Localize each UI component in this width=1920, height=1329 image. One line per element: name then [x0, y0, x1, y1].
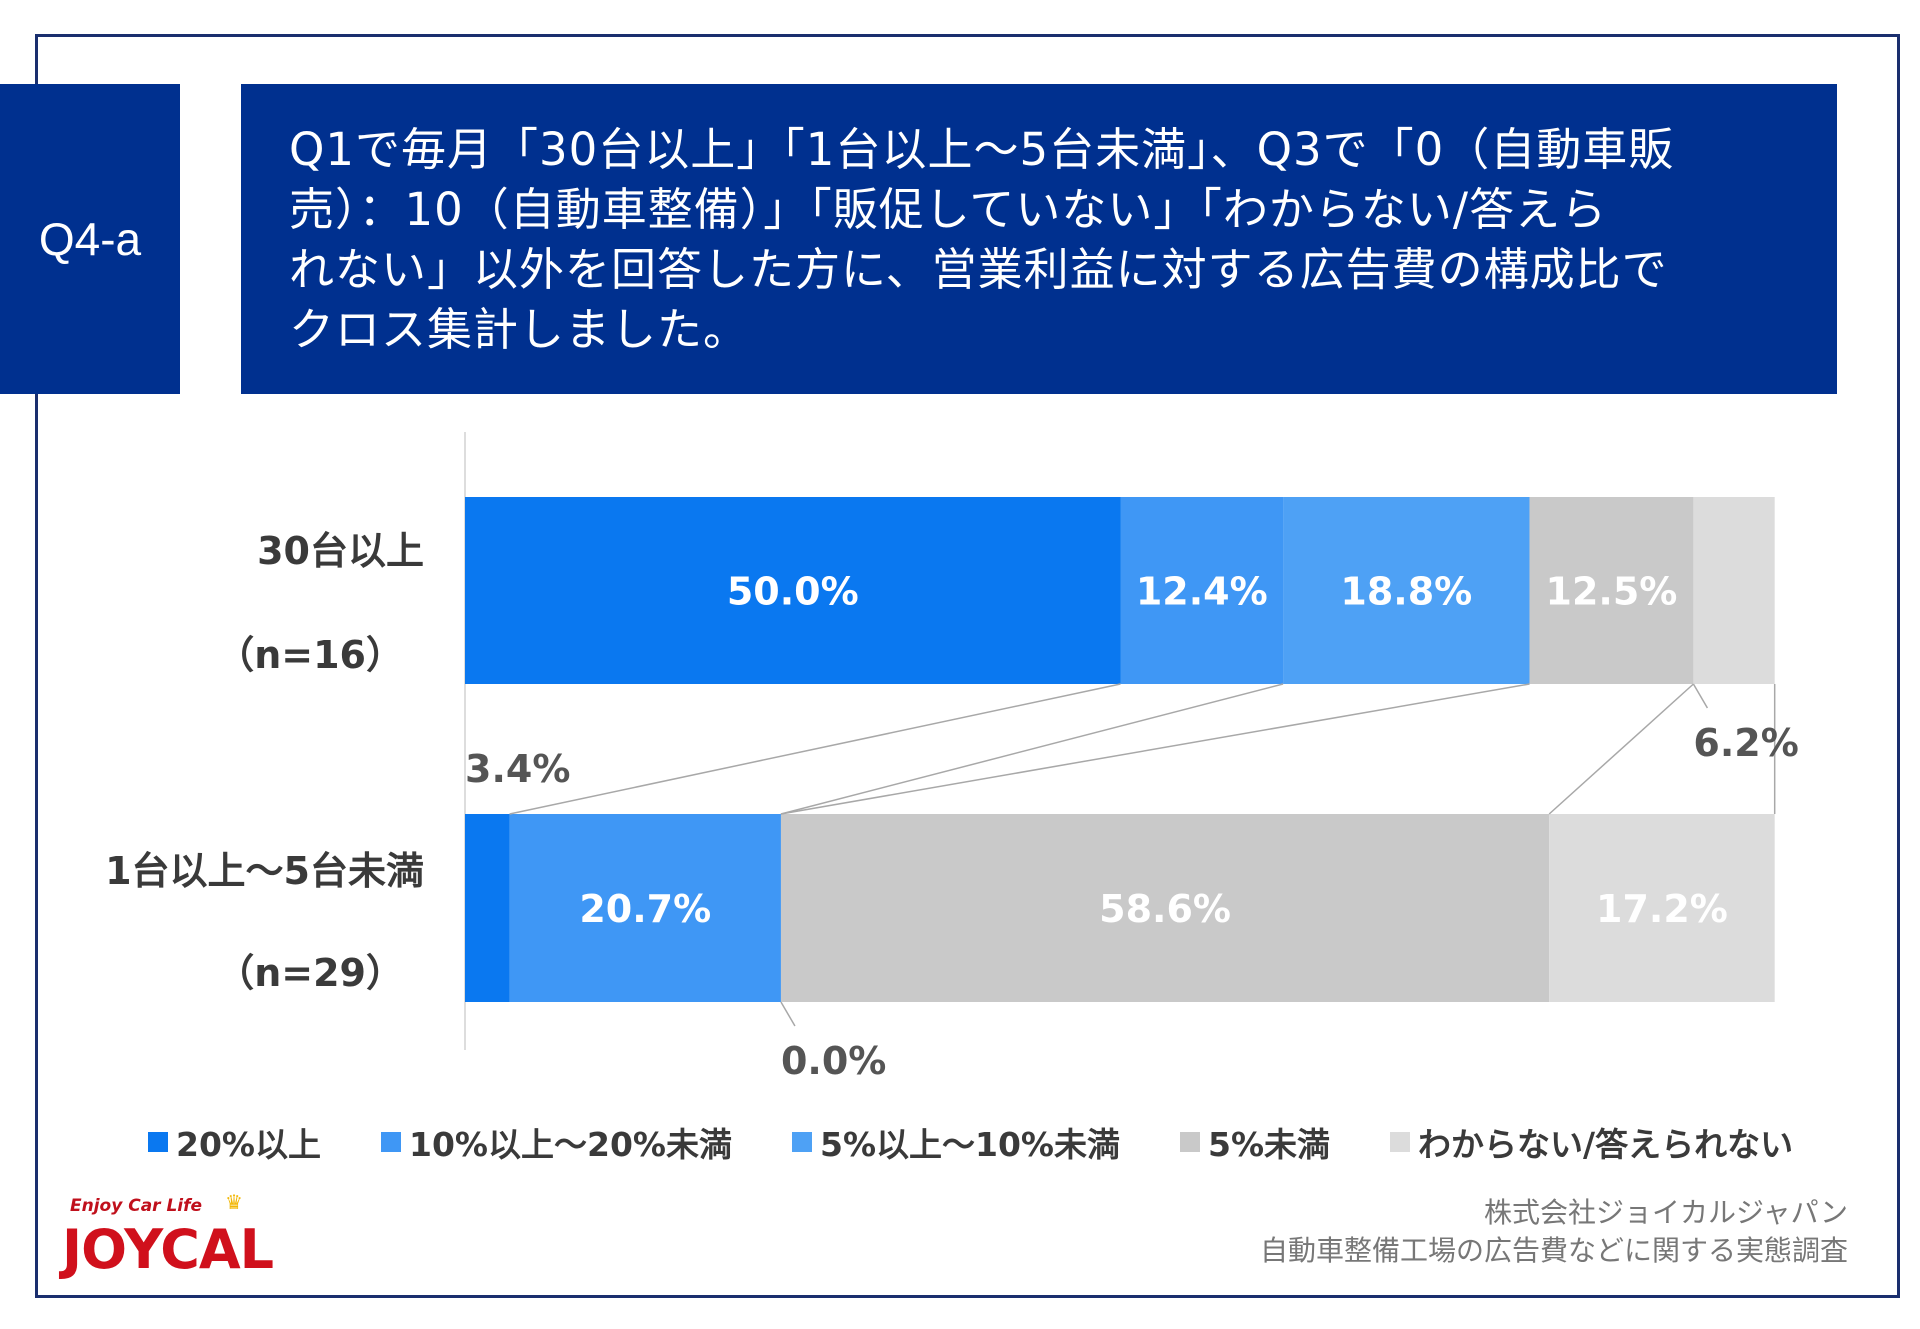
logo-tagline: Enjoy Car Life	[70, 1196, 203, 1216]
bar-segment	[1693, 497, 1775, 684]
bar-segment	[1120, 497, 1284, 684]
question-line: Q1で毎月「30台以上」「1台以上～5台未満」、Q3で「0（自動車販	[289, 123, 1675, 176]
question-line: クロス集計しました。	[289, 303, 750, 356]
legend-swatch	[148, 1132, 168, 1152]
question-line: れない」以外を回答した方に、営業利益に対する広告費の構成比で	[289, 243, 1668, 296]
data-label: 58.6%	[1099, 887, 1231, 931]
data-label: 12.4%	[1136, 570, 1268, 614]
question-line: 売）：10（自動車整備）」「販促していない」「わからない/答えら	[289, 183, 1608, 236]
leader-line	[780, 1001, 796, 1027]
series-connector-line	[780, 683, 1530, 815]
crown-icon: ♛	[225, 1190, 243, 1214]
legend-item: 10%以上～20%未満	[381, 1118, 732, 1166]
category-n-label: （n=29）	[216, 951, 404, 995]
data-label: 18.8%	[1340, 570, 1472, 614]
legend-swatch	[791, 1132, 812, 1152]
leader-line	[1692, 683, 1709, 709]
bar-segment	[465, 814, 510, 1002]
credit: 株式会社ジョイカルジャパン 自動車整備工場の広告費などに関する実態調査	[1260, 1194, 1848, 1270]
legend-swatch	[381, 1132, 401, 1152]
data-label: 50.0%	[727, 570, 859, 614]
bar-segment	[1283, 497, 1530, 684]
logo-name: JOYCAL	[62, 1218, 274, 1281]
legend-swatch	[1390, 1132, 1411, 1152]
category-label: 1台以上～5台未満	[105, 849, 424, 893]
legend-item: 5%以上～10%未満	[791, 1118, 1120, 1166]
outer-frame	[35, 34, 1900, 1298]
bar-segment	[465, 497, 1121, 684]
series-connector-line	[509, 683, 1121, 815]
bar-segment	[509, 814, 781, 1002]
legend-label: 10%以上～20%未満	[409, 1125, 732, 1164]
category-n-label: （n=16）	[216, 633, 404, 677]
legend-label: 5%以上～10%未満	[819, 1125, 1120, 1164]
credit-survey: 自動車整備工場の広告費などに関する実態調査	[1259, 1234, 1848, 1267]
data-label: 6.2%	[1693, 721, 1798, 765]
legend-item: 20%以上	[148, 1118, 321, 1166]
data-label: 20.7%	[579, 887, 711, 931]
data-label: 12.5%	[1546, 570, 1678, 614]
legend-label: 20%以上	[176, 1125, 321, 1164]
bar-segment	[1529, 497, 1694, 684]
legend-label: 5%未満	[1208, 1125, 1331, 1164]
question-tag: Q4-a	[0, 84, 180, 394]
legend: 20%以上 10%以上～20%未満 5%以上～10%未満 5%未満 わからない/…	[148, 1118, 1853, 1166]
legend-label: わからない/答えられない	[1418, 1125, 1794, 1164]
data-label: 17.2%	[1596, 887, 1728, 931]
category-label: 30台以上	[257, 529, 424, 573]
question-text: Q1で毎月「30台以上」「1台以上～5台未満」、Q3で「0（自動車販 売）：10…	[241, 84, 1837, 394]
legend-swatch	[1180, 1132, 1200, 1152]
legend-item: 5%未満	[1180, 1118, 1330, 1166]
series-connector-line	[780, 683, 1284, 815]
data-label: 0.0%	[781, 1039, 886, 1083]
bar-segment	[780, 814, 1550, 1002]
bar-segment	[1549, 814, 1775, 1002]
joycal-logo: Enjoy Car Life ♛ JOYCAL	[62, 1190, 312, 1286]
series-connector-line	[1548, 683, 1694, 815]
legend-item: わからない/答えられない	[1390, 1118, 1793, 1166]
data-label: 3.4%	[465, 747, 570, 791]
credit-company: 株式会社ジョイカルジャパン	[1483, 1196, 1848, 1229]
